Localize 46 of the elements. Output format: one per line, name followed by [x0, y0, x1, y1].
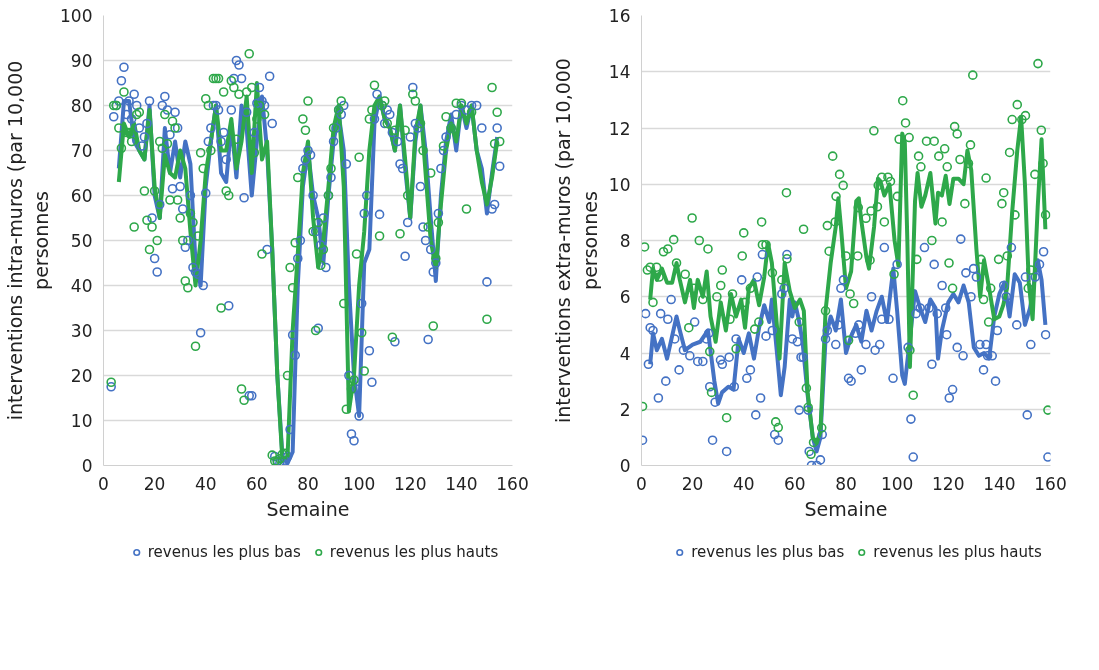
y-tick-label: 4	[619, 343, 631, 364]
x-tick-label: 20	[681, 473, 704, 494]
y-axis-title: interventions intra-muros (par 10,000 personnes	[3, 60, 53, 421]
y-tick-label: 8	[619, 231, 631, 251]
x-axis-title: Semaine	[804, 497, 888, 520]
y-tick-label: 90	[70, 51, 93, 71]
x-tick-label: 160	[496, 473, 529, 494]
y-tick-label: 14	[608, 62, 631, 83]
x-tick-label: 80	[835, 473, 857, 494]
y-tick-label: 2	[619, 399, 631, 420]
y-tick-label: 6	[619, 287, 631, 308]
y-tick-label: 80	[70, 96, 93, 116]
y-tick-label: 12	[608, 118, 631, 139]
x-tick-label: 140	[983, 473, 1016, 494]
y-tick-label: 60	[70, 186, 93, 206]
x-tick-label: 120	[394, 473, 427, 494]
y-tick-label: 40	[70, 276, 93, 296]
y-tick-label: 0	[81, 456, 93, 476]
legend-label: revenus les plus hauts	[873, 543, 1042, 561]
x-tick-label: 100	[880, 473, 914, 494]
x-tick-label: 60	[784, 473, 806, 494]
y-tick-label: 10	[608, 174, 631, 195]
x-tick-label: 80	[297, 473, 319, 494]
y-tick-label: 16	[608, 6, 631, 26]
x-tick-label: 20	[143, 473, 166, 494]
legend-label: revenus les plus bas	[147, 543, 301, 561]
x-tick-label: 40	[732, 473, 755, 494]
x-tick-label: 60	[246, 473, 268, 494]
x-tick-label: 120	[932, 473, 965, 494]
y-tick-label: 70	[70, 141, 93, 161]
y-axis-title: interventions extra-muros (par 10,000 personnes	[552, 58, 601, 423]
x-axis-title: Semaine	[266, 497, 350, 520]
y-tick-label: 30	[70, 321, 93, 341]
x-tick-label: 40	[194, 473, 217, 494]
x-tick-label: 160	[1034, 473, 1067, 494]
x-tick-label: 0	[636, 473, 647, 494]
legend-label: revenus les plus bas	[691, 543, 845, 561]
y-tick-label: 50	[70, 231, 93, 251]
y-tick-label: 0	[619, 456, 631, 476]
x-tick-label: 0	[98, 473, 109, 494]
y-tick-label: 10	[70, 411, 93, 431]
x-tick-label: 100	[342, 473, 376, 494]
legend-label: revenus les plus hauts	[329, 543, 499, 561]
y-tick-label: 20	[70, 366, 93, 386]
x-tick-label: 140	[445, 473, 478, 494]
y-tick-label: 100	[60, 6, 93, 26]
